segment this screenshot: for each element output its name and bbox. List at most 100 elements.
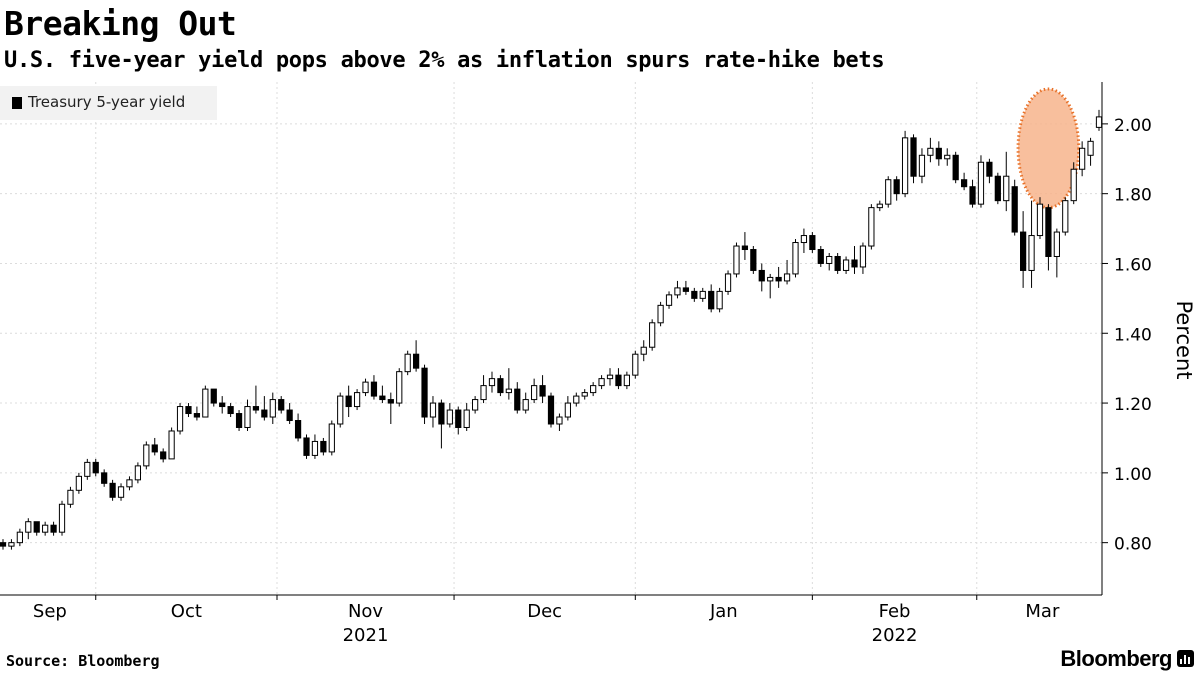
candle-body-down <box>0 542 7 547</box>
candle-body-down <box>960 179 968 188</box>
candle <box>429 396 437 428</box>
candle-body-down <box>379 395 386 401</box>
bloomberg-terminal-icon <box>1177 650 1194 667</box>
candle-body-up <box>353 392 361 408</box>
candle <box>387 392 394 424</box>
candle-body-down <box>227 406 234 415</box>
candle <box>1045 204 1052 271</box>
candle <box>834 253 841 274</box>
candle <box>800 228 808 253</box>
candle <box>261 396 268 421</box>
candle-body-up <box>674 287 681 296</box>
candle <box>134 462 142 484</box>
candle <box>699 287 706 302</box>
candle <box>353 389 361 411</box>
candle-body-up <box>977 161 985 205</box>
y-axis: 0.80 1.00 1.20 1.40 1.60 1.80 2.00 Percent <box>1101 82 1196 595</box>
candle <box>311 434 319 459</box>
candle-body-up <box>488 378 496 387</box>
candle-body-up <box>716 290 723 310</box>
candle <box>1079 141 1086 177</box>
candle <box>910 134 917 184</box>
candle-body-up <box>826 255 833 264</box>
candle <box>741 232 749 260</box>
candle-body-down <box>92 461 99 474</box>
candle <box>682 280 690 295</box>
candle-body-down <box>185 406 192 415</box>
candle <box>708 284 715 313</box>
candle <box>1028 200 1035 288</box>
x-tick-label: Feb <box>879 601 911 622</box>
candle <box>8 539 15 550</box>
candle-body-up <box>67 489 74 505</box>
candle <box>472 396 479 414</box>
y-tick-label: 1.40 <box>1114 325 1152 345</box>
y-tick-label: 1.80 <box>1114 186 1152 206</box>
candle <box>792 239 799 278</box>
candle-body-down <box>210 388 217 404</box>
candle <box>868 204 875 250</box>
candle-body-down <box>834 255 841 271</box>
candle <box>733 242 740 278</box>
candle-body-up <box>1028 235 1035 271</box>
candle <box>33 521 40 536</box>
candle-body-down <box>50 524 57 533</box>
candle <box>92 458 99 477</box>
candle-body-up <box>134 465 142 481</box>
candle <box>101 469 108 487</box>
candle <box>1070 162 1077 205</box>
candle <box>581 389 588 400</box>
candle-body-down <box>235 413 243 428</box>
candle-body-up <box>25 521 32 533</box>
candle <box>404 350 411 376</box>
candle-body-up <box>505 388 512 394</box>
candle-body-down <box>539 385 546 397</box>
candle <box>590 382 597 397</box>
x-tick-label: Jan <box>709 601 738 622</box>
candle-body-down <box>387 399 394 404</box>
candle <box>176 403 184 435</box>
candle-body-up <box>632 353 639 376</box>
candle-body-down <box>514 388 521 411</box>
candle-body-down <box>412 353 420 369</box>
candle-body-down <box>994 175 1001 202</box>
candle-body-up <box>202 388 209 418</box>
candle-body-down <box>345 395 352 408</box>
candle <box>547 392 555 428</box>
candle-body-up <box>117 486 125 498</box>
y-tick-label: 2.00 <box>1114 116 1152 136</box>
candle <box>775 266 782 288</box>
candle-body-up <box>573 395 580 404</box>
candle <box>202 385 209 418</box>
candle-body-up <box>927 147 934 156</box>
candle-body-up <box>842 259 850 271</box>
candle <box>598 375 605 390</box>
candle-body-up <box>649 322 656 348</box>
candle-body-up <box>472 399 479 411</box>
x-tick-label: Oct <box>171 601 202 622</box>
candle <box>556 413 563 431</box>
candle-body-up <box>606 374 614 380</box>
candle-body-down <box>893 179 900 195</box>
candle <box>573 392 580 407</box>
candle-body-up <box>783 273 791 282</box>
candle <box>412 340 420 372</box>
candle-body-up <box>463 409 470 428</box>
candle-body-up <box>126 479 133 488</box>
candle <box>421 364 428 424</box>
x-tick-label: Dec <box>527 601 562 622</box>
y-tick-label: 0.80 <box>1114 535 1152 555</box>
candle-body-up <box>16 531 23 544</box>
candle <box>767 273 774 299</box>
candle-body-up <box>665 294 673 306</box>
x-tick-label: Mar <box>1025 601 1060 622</box>
candle-body-up <box>1070 168 1077 202</box>
candle-body-down <box>497 378 504 394</box>
candle-body-up <box>480 385 487 401</box>
candle-body-down <box>952 154 959 181</box>
candle <box>809 232 816 253</box>
chart-subtitle: U.S. five-year yield pops above 2% as in… <box>4 48 885 73</box>
x-tick-label: Sep <box>33 601 67 622</box>
candle-body-up <box>724 273 732 292</box>
candle-body-up <box>8 542 15 547</box>
